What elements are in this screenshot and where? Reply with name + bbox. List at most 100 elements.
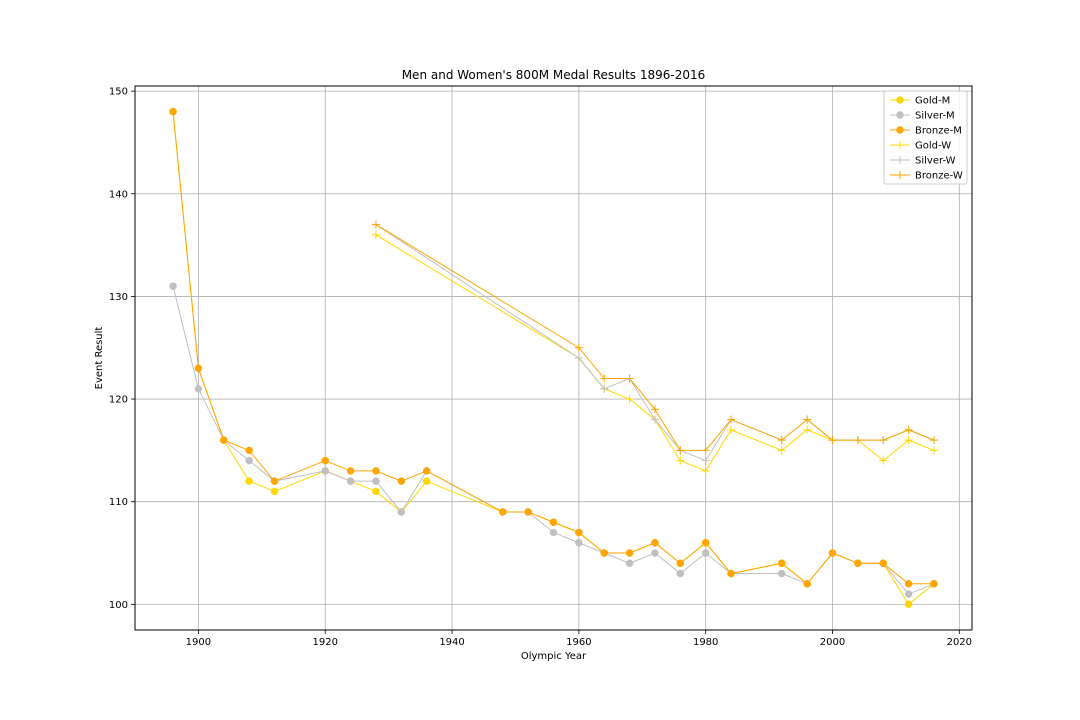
series-gold-w [371,230,938,475]
legend-label-bronze-w: Bronze-W [915,171,963,182]
point-gold-w [371,230,380,239]
point-bronze-m [575,528,583,537]
legend-marker-gold-m [896,96,904,104]
point-silver-m [169,282,177,290]
point-silver-m [397,508,406,516]
point-silver-m [346,477,355,485]
point-bronze-m [549,518,558,526]
series-line-silver-w [375,224,935,462]
y-tick-label: 120 [109,395,128,406]
y-tick-label: 100 [109,600,128,611]
x-tick-label: 1960 [566,637,591,648]
legend-marker-bronze-m [896,126,904,134]
point-silver-m [549,528,558,537]
point-silver-m [778,569,786,578]
point-bronze-m [828,549,837,557]
y-tick-label: 150 [109,87,128,98]
series-bronze-m [169,107,938,588]
legend-entry-bronze-m: Bronze-M [890,126,962,137]
series-layer [169,107,938,609]
x-tick-label: 1980 [693,637,718,648]
series-line-gold-w [375,234,935,472]
point-gold-m [904,600,913,609]
point-silver-m [625,559,634,568]
point-gold-w [904,436,913,445]
x-tick-label: 1940 [439,637,464,648]
point-bronze-w [777,436,786,445]
point-gold-w [727,425,736,434]
point-bronze-m [194,364,203,373]
legend-label-gold-m: Gold-M [915,96,950,107]
point-bronze-m [499,508,507,516]
point-bronze-m [727,569,735,578]
point-bronze-m [930,580,938,588]
point-bronze-w [625,374,634,383]
legend: Gold-M Silver-M Bronze-M Gold-W Silver-W Bron… [883,90,968,185]
point-bronze-w [701,446,710,455]
point-gold-m [372,487,380,496]
point-bronze-m [879,559,887,568]
legend-label-silver-w: Silver-W [915,156,956,167]
point-silver-w [574,354,583,362]
point-gold-m [245,477,253,485]
legend-entry-silver-m: Silver-M [890,111,955,122]
point-bronze-w [727,415,736,424]
series-bronze-w [371,220,938,455]
point-gold-w [701,466,710,475]
point-bronze-m [676,559,685,568]
y-axis-label: Event Result [94,327,105,390]
point-silver-m [575,539,583,547]
point-bronze-m [625,549,634,557]
point-silver-w [600,384,609,393]
point-bronze-w [676,446,685,455]
point-gold-m [270,487,279,496]
point-bronze-m [321,456,329,465]
x-tick-label: 1920 [313,637,338,648]
point-bronze-m [422,467,431,475]
point-silver-m [372,477,380,485]
plot-frame [134,85,973,631]
point-gold-w [676,456,685,465]
y-tick-label: 140 [109,189,128,200]
legend-label-silver-m: Silver-M [915,111,955,122]
point-bronze-w [574,343,583,352]
y-tick-label: 110 [109,497,128,508]
legend-label-gold-w: Gold-W [915,141,951,152]
point-bronze-m [854,559,862,568]
point-bronze-m [372,467,380,475]
point-gold-m [422,477,431,485]
point-bronze-m [220,436,228,444]
point-silver-m [245,456,253,465]
legend-entry-gold-w: Gold-W [890,141,951,152]
point-gold-w [879,456,888,465]
point-bronze-m [803,580,811,588]
point-bronze-m [245,446,253,455]
point-bronze-m [169,107,177,116]
series-silver-m [169,282,938,598]
point-silver-m [904,590,913,598]
legend-label-bronze-m: Bronze-M [915,126,962,137]
point-silver-m [701,549,710,557]
x-axis-label: Olympic Year [521,651,587,662]
chart-title: Men and Women's 800M Medal Results 1896-… [402,68,706,82]
point-bronze-m [524,508,532,516]
point-silver-m [321,467,329,475]
point-bronze-m [346,467,355,475]
point-gold-w [803,425,812,434]
point-silver-m [194,385,203,393]
point-bronze-m [600,549,608,557]
y-tick-label: 130 [109,292,128,303]
point-bronze-w [828,436,837,445]
point-bronze-w [650,405,659,414]
legend-entry-gold-m: Gold-M [890,96,950,107]
point-silver-m [676,569,685,578]
series-silver-w [371,220,938,465]
legend-marker-silver-w [896,156,904,164]
point-gold-w [777,446,786,455]
point-bronze-w [853,436,862,445]
point-bronze-w [371,220,380,229]
axis-ticks: 1900 1920 1940 1960 1980 2000 2020 100 110 120 130… [109,87,972,648]
point-bronze-w [879,436,888,445]
point-bronze-m [778,559,786,568]
